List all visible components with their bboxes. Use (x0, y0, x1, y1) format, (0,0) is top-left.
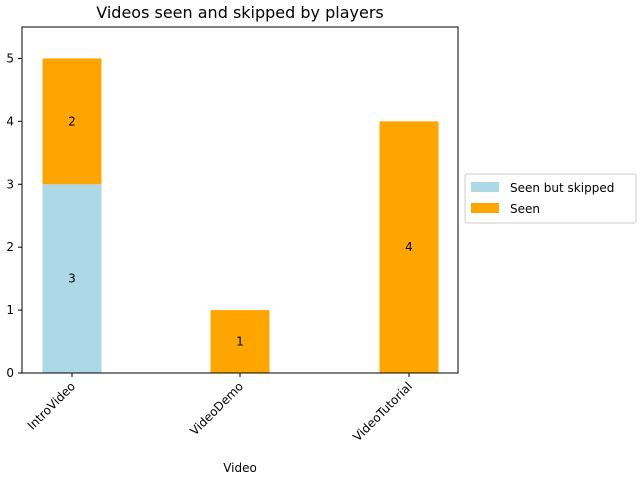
data-labels-group: 3 2 1 4 (68, 114, 413, 348)
bar-VideoTutorial-series-1 (379, 121, 439, 373)
legend-label: Seen but skipped (510, 181, 614, 195)
chart-title: Videos seen and skipped by players (96, 3, 383, 22)
x-axis: IntroVideo VideoDemo VideoTutorial (25, 373, 415, 444)
y-tick-label: 2 (6, 240, 14, 254)
data-label: 1 (236, 335, 244, 349)
legend-swatch (471, 203, 499, 213)
y-tick-label: 0 (6, 366, 14, 380)
bar-IntroVideo-series-0 (42, 184, 102, 373)
data-label: 2 (68, 114, 76, 128)
y-axis: 0 1 2 3 4 5 (6, 51, 22, 380)
x-tick-label: VideoTutorial (350, 379, 415, 444)
legend-label: Seen (510, 202, 540, 216)
legend-swatch (471, 182, 499, 192)
y-tick-label: 3 (6, 177, 14, 191)
data-label: 4 (405, 240, 413, 254)
data-label: 3 (68, 272, 76, 286)
y-tick-label: 4 (6, 114, 14, 128)
y-tick-label: 5 (6, 51, 14, 65)
bars-group (42, 58, 439, 373)
legend: Seen but skipped Seen (464, 173, 637, 224)
y-tick-label: 1 (6, 303, 14, 317)
x-axis-label: Video (223, 461, 257, 475)
x-tick-label: VideoDemo (187, 379, 246, 438)
legend-frame (464, 173, 637, 224)
bar-VideoDemo-series-1 (210, 310, 270, 373)
x-tick-label: IntroVideo (25, 379, 78, 432)
bar-IntroVideo-series-1 (42, 58, 102, 185)
